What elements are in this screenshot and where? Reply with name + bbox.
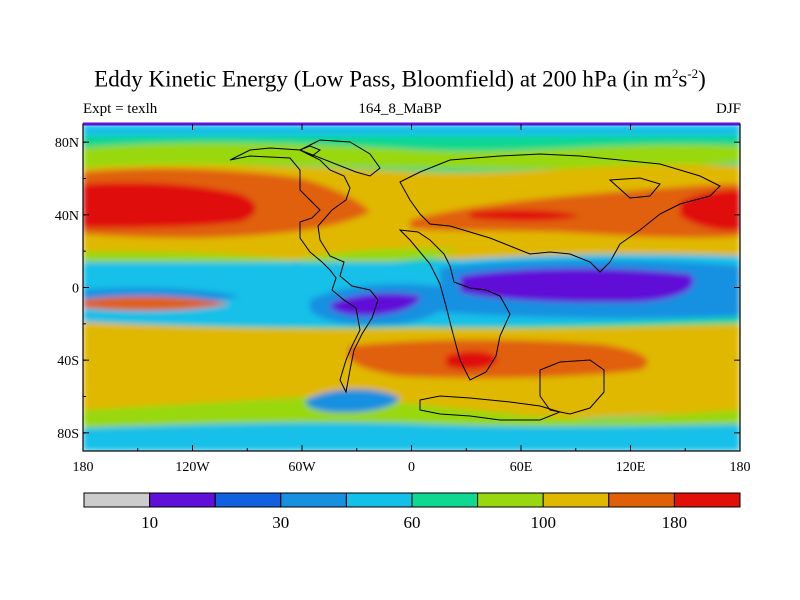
case-label: 164_8_MaBP [358,101,442,117]
colorbar-segment [608,492,675,508]
contour-field [83,124,740,451]
experiment-label: Expt = texlh [83,101,158,117]
x-tick-label: 180 [730,460,751,475]
colorbar-labels: 10 30 60 100 180 [141,513,687,532]
y-tick-label: 80N [55,136,79,151]
colorbar-segment [214,492,282,508]
y-tick-label: 40S [57,354,79,369]
y-tick-label: 0 [72,282,79,297]
y-tick-label: 40N [55,209,79,224]
x-axis: 180 120W 60W 0 60E 120E 180 [73,124,751,475]
colorbar-segment [149,492,216,508]
colorbar [83,492,741,508]
colorbar-label: 10 [141,513,158,532]
x-tick-label: 180 [73,460,94,475]
x-tick-label: 120E [616,460,646,475]
chart-title: Eddy Kinetic Energy (Low Pass, Bloomfiel… [94,66,706,92]
colorbar-label: 100 [530,513,556,532]
x-tick-label: 0 [408,460,415,475]
colorbar-label: 60 [404,513,421,532]
colorbar-segment [345,492,413,508]
x-tick-label: 120W [175,460,210,475]
coastline [229,139,721,421]
colorbar-segment [477,492,544,508]
colorbar-segment [83,492,151,508]
colorbar-segment [542,492,610,508]
colorbar-segment [673,492,741,508]
colorbar-label: 180 [662,513,688,532]
colorbar-label: 30 [272,513,289,532]
season-label: DJF [715,101,741,117]
colorbar-segment [280,492,347,508]
y-axis: 80N 40N 0 40S 80S [55,136,740,442]
y-tick-label: 80S [57,427,79,442]
colorbar-segment [411,492,479,508]
x-tick-label: 60W [288,460,316,475]
x-tick-label: 60E [510,460,533,475]
